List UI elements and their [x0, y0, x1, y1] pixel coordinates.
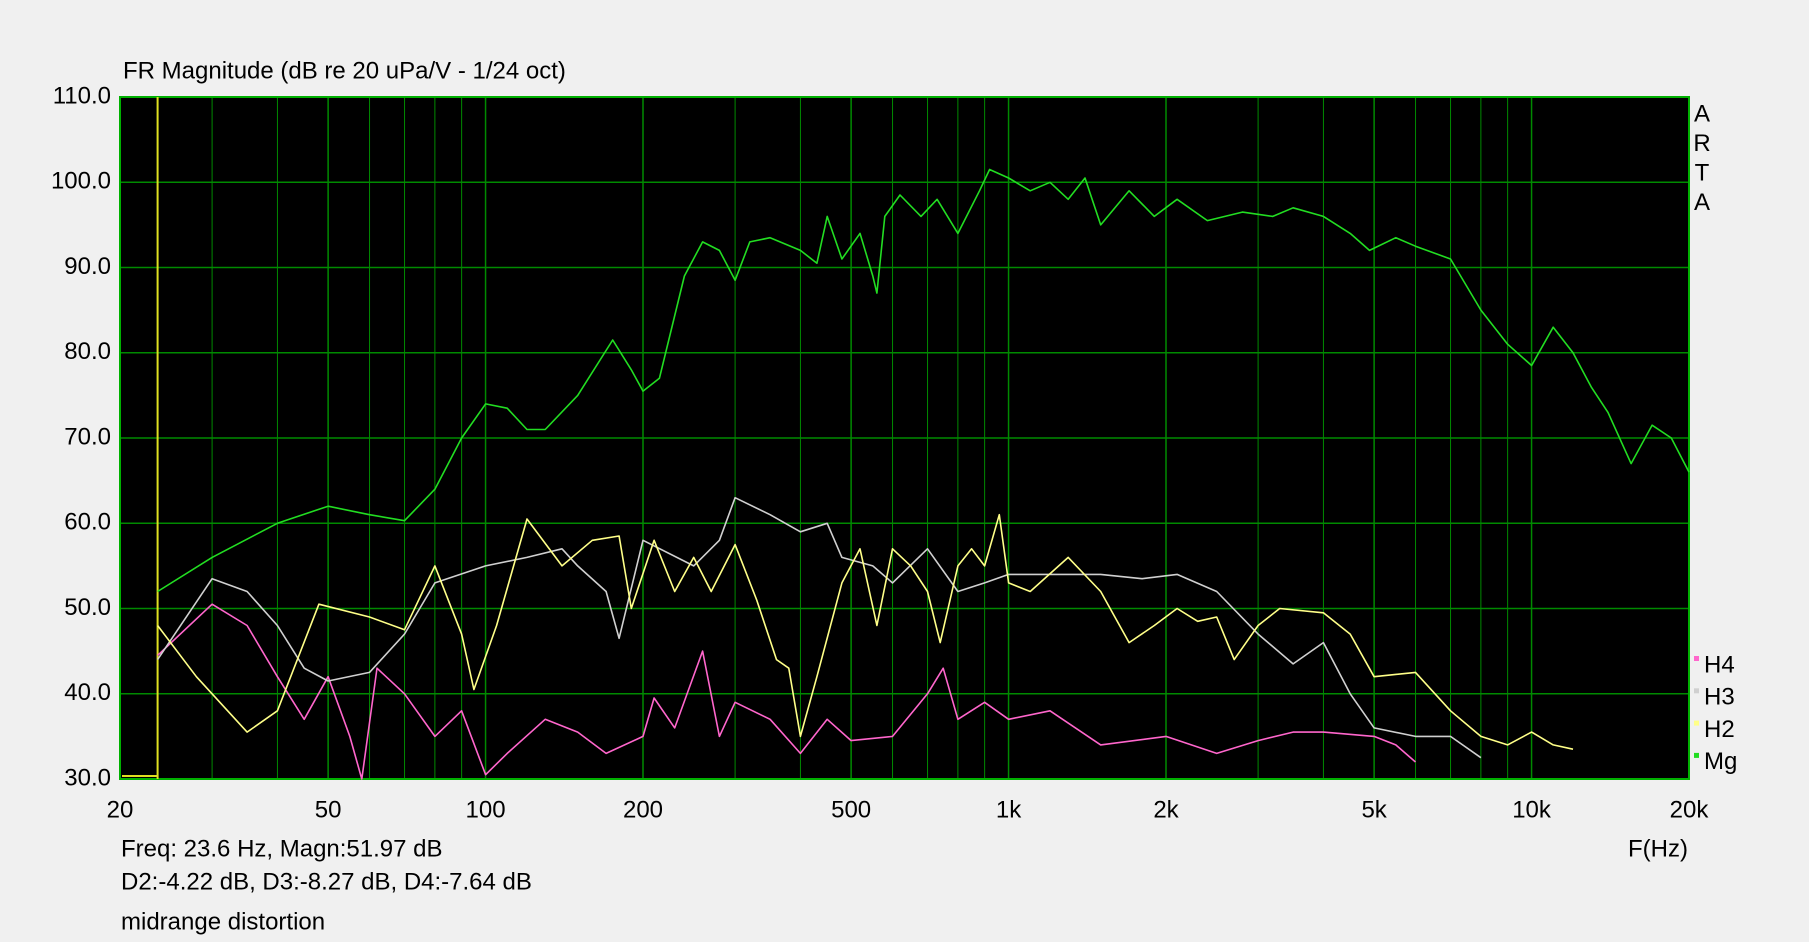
readout: D2:-4.22 dB, D3:-8.27 dB, D4:-7.64 dB [121, 868, 532, 895]
x-tick-label: 20k [1670, 796, 1710, 823]
x-tick-label: 500 [831, 796, 871, 823]
y-tick-label: 50.0 [64, 594, 111, 621]
readout: Freq: 23.6 Hz, Magn:51.97 dB [121, 835, 443, 862]
legend-swatch [1694, 656, 1699, 661]
x-tick-label: 100 [466, 796, 506, 823]
x-tick-label: 5k [1361, 796, 1387, 823]
legend-label: H2 [1704, 716, 1735, 743]
x-axis-label: F(Hz) [1628, 835, 1688, 862]
y-tick-label: 90.0 [64, 253, 111, 280]
series-line [156, 513, 1574, 750]
legend-swatch [1694, 688, 1699, 694]
legend-swatch [1694, 752, 1699, 758]
legend-label: H4 [1704, 651, 1735, 678]
x-tick-label: 1k [996, 796, 1022, 823]
side-label: A [1694, 100, 1710, 127]
x-tick-label: 2k [1153, 796, 1179, 823]
x-tick-label: 10k [1512, 796, 1552, 823]
x-tick-label: 20 [107, 796, 134, 823]
y-tick-label: 40.0 [64, 679, 111, 706]
y-tick-label: 100.0 [51, 168, 111, 195]
y-tick-label: 70.0 [64, 423, 111, 450]
series-line [157, 603, 1417, 780]
chart-title: FR Magnitude (dB re 20 uPa/V - 1/24 oct) [123, 57, 566, 84]
series-line [156, 496, 1482, 759]
legend-swatch [1694, 720, 1699, 726]
side-label: R [1693, 130, 1710, 157]
legend-label: Mg [1704, 748, 1737, 775]
y-tick-label: 60.0 [64, 509, 111, 536]
plot-border [119, 96, 1690, 780]
series-line [157, 168, 1690, 593]
note: midrange distortion [121, 908, 325, 935]
legend-label: H3 [1704, 684, 1735, 711]
x-tick-label: 200 [623, 796, 663, 823]
side-label: T [1695, 159, 1710, 186]
y-tick-label: 80.0 [64, 338, 111, 365]
y-tick-label: 30.0 [64, 764, 111, 791]
side-label: A [1694, 189, 1710, 216]
y-tick-label: 110.0 [53, 82, 111, 109]
x-tick-label: 50 [315, 796, 342, 823]
